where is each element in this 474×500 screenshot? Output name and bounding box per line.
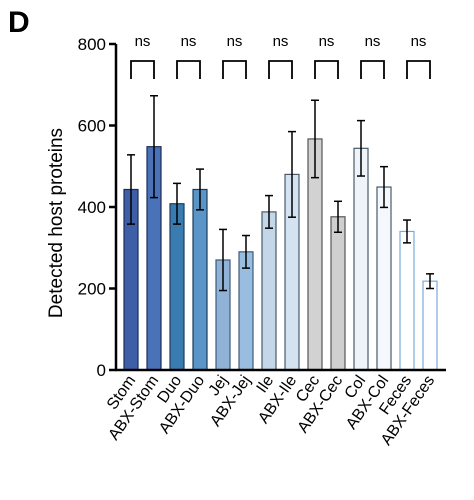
y-tick-label: 400 xyxy=(78,198,106,217)
comparison-bracket xyxy=(406,60,431,79)
comparison-bracket xyxy=(130,60,155,79)
significance-label: ns xyxy=(135,33,151,50)
y-tick-label: 800 xyxy=(78,35,106,54)
comparison-bracket xyxy=(360,60,385,79)
bar-col xyxy=(353,147,369,371)
y-tick-label: 600 xyxy=(78,117,106,136)
bar-abx-jej xyxy=(238,251,254,371)
significance-label: ns xyxy=(227,33,243,50)
significance-label: ns xyxy=(181,33,197,50)
significance-label: ns xyxy=(411,33,427,50)
y-axis: 0 200 400 600 800 xyxy=(78,35,118,380)
y-tick-label: 0 xyxy=(97,361,106,380)
bar-abx-feces xyxy=(422,280,438,371)
significance-label: ns xyxy=(319,33,335,50)
significance-label: ns xyxy=(365,33,381,50)
comparison-bracket xyxy=(222,60,247,79)
y-tick-label: 200 xyxy=(78,280,106,299)
x-tick-label: Ile xyxy=(254,372,278,396)
bar-abx-cec xyxy=(330,216,346,371)
bar-abx-col xyxy=(376,186,392,371)
bar-duo xyxy=(169,203,185,371)
comparison-bracket xyxy=(176,60,201,79)
error-bars xyxy=(127,95,434,292)
bar-ile xyxy=(261,211,277,371)
panel-label: D xyxy=(8,6,30,39)
bar-feces xyxy=(399,230,415,371)
significance-label: ns xyxy=(273,33,289,50)
comparison-bracket xyxy=(314,60,339,79)
bars xyxy=(123,138,438,371)
bar-abx-duo xyxy=(192,188,208,371)
comparison-brackets: ns ns ns ns ns ns ns xyxy=(130,33,431,79)
y-axis-title: Detected host proteins xyxy=(46,128,67,318)
comparison-bracket xyxy=(268,60,293,79)
